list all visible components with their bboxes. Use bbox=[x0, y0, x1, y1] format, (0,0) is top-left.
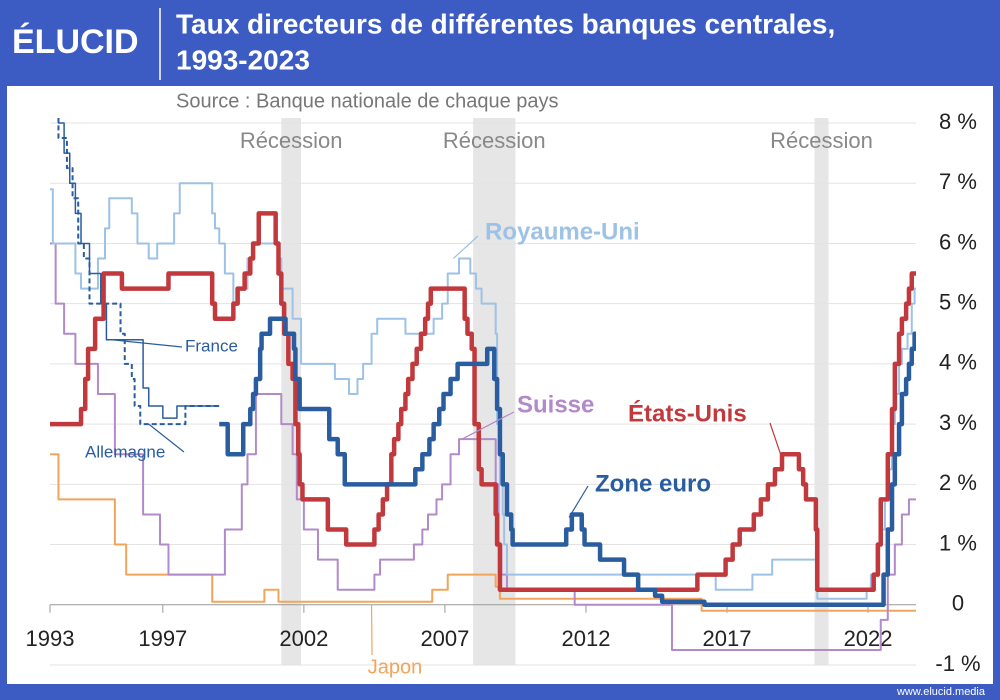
series-label: Suisse bbox=[517, 391, 594, 418]
series-label: Royaume-Uni bbox=[485, 218, 640, 245]
x-tick-label: 2022 bbox=[844, 626, 893, 651]
logo: ÉLUCID bbox=[12, 23, 139, 61]
recession-label: Récession bbox=[240, 128, 343, 153]
leader-line bbox=[111, 339, 183, 348]
footer: www.elucid.media bbox=[896, 686, 986, 698]
series-line bbox=[57, 118, 220, 419]
leader-line bbox=[461, 411, 515, 440]
series-group bbox=[50, 118, 916, 651]
y-tick-label: 7 % bbox=[939, 169, 977, 194]
recession-band bbox=[281, 118, 302, 665]
y-tick-label: 3 % bbox=[939, 410, 977, 435]
recession-label: Récession bbox=[770, 128, 873, 153]
series-label: États-Unis bbox=[628, 399, 747, 427]
leader-line bbox=[568, 485, 589, 518]
x-tick-label: 2007 bbox=[420, 626, 469, 651]
y-tick-label: 4 % bbox=[939, 350, 977, 375]
leader-line bbox=[769, 422, 782, 455]
series-label: Japon bbox=[368, 656, 423, 678]
y-tick-label: 6 % bbox=[939, 229, 977, 254]
x-tick-label: 1997 bbox=[138, 626, 187, 651]
chart-title: Taux directeurs de différentes banques c… bbox=[176, 8, 835, 39]
recession-label: Récession bbox=[443, 128, 546, 153]
x-tick-label: 2002 bbox=[279, 626, 328, 651]
leader-line bbox=[148, 423, 185, 453]
y-tick-label: 2 % bbox=[939, 470, 977, 495]
x-tick-label: 1993 bbox=[26, 626, 75, 651]
series-label: Zone euro bbox=[595, 470, 711, 497]
series-label: France bbox=[185, 336, 238, 355]
y-tick-label: 8 % bbox=[939, 109, 977, 134]
x-tick-label: 2012 bbox=[561, 626, 610, 651]
y-tick-label: -1 % bbox=[935, 651, 980, 676]
chart-title: 1993-2023 bbox=[176, 44, 310, 75]
leader-line bbox=[452, 235, 479, 259]
y-tick-label: 1 % bbox=[939, 530, 977, 555]
recession-band bbox=[473, 118, 516, 665]
series-label: Allemagne bbox=[85, 442, 165, 461]
y-tick-label: 5 % bbox=[939, 289, 977, 314]
series-line bbox=[50, 242, 916, 651]
series-line bbox=[219, 316, 916, 608]
y-tick-label: 0 bbox=[952, 591, 964, 616]
subtitle: Source : Banque nationale de chaque pays bbox=[176, 90, 559, 112]
x-tick-label: 2017 bbox=[703, 626, 752, 651]
series-line bbox=[50, 211, 916, 592]
